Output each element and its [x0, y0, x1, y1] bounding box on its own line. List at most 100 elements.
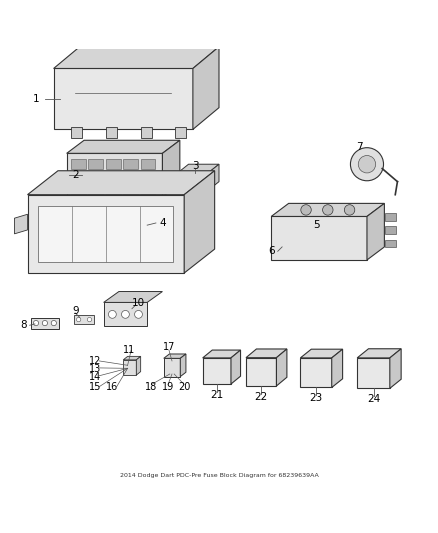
Text: 5: 5 — [314, 220, 320, 230]
Circle shape — [87, 318, 92, 322]
Text: 4: 4 — [159, 218, 166, 228]
Circle shape — [51, 320, 57, 326]
Bar — [71, 172, 86, 182]
Polygon shape — [208, 164, 219, 190]
Circle shape — [42, 320, 47, 326]
Text: 24: 24 — [367, 394, 380, 404]
Text: 17: 17 — [163, 342, 175, 352]
Text: 13: 13 — [89, 364, 101, 374]
Bar — [176, 127, 186, 138]
Polygon shape — [367, 204, 385, 260]
Circle shape — [350, 148, 384, 181]
Text: 22: 22 — [254, 392, 268, 402]
Polygon shape — [203, 350, 240, 358]
Circle shape — [121, 310, 129, 318]
Polygon shape — [53, 68, 193, 130]
Polygon shape — [300, 349, 343, 358]
Bar — [191, 189, 196, 195]
Polygon shape — [123, 360, 136, 375]
Text: 21: 21 — [210, 390, 223, 400]
Text: 2014 Dodge Dart PDC-Pre Fuse Block Diagram for 68239639AA: 2014 Dodge Dart PDC-Pre Fuse Block Diagr… — [120, 473, 318, 478]
Text: 18: 18 — [145, 383, 158, 392]
Bar — [385, 213, 396, 221]
Bar — [199, 189, 205, 195]
Bar — [71, 159, 86, 169]
Bar — [88, 159, 103, 169]
Polygon shape — [246, 358, 276, 386]
Text: 16: 16 — [106, 383, 119, 392]
Polygon shape — [184, 171, 215, 273]
Text: 23: 23 — [309, 393, 323, 403]
Polygon shape — [271, 216, 367, 260]
Polygon shape — [164, 358, 180, 377]
Polygon shape — [390, 349, 401, 389]
Bar — [141, 127, 152, 138]
Polygon shape — [104, 292, 162, 302]
Bar — [123, 184, 138, 194]
Text: 8: 8 — [20, 320, 26, 330]
Polygon shape — [67, 154, 162, 197]
Bar — [385, 227, 396, 235]
Bar — [141, 159, 155, 169]
Polygon shape — [178, 164, 219, 173]
Bar — [74, 315, 94, 324]
Bar — [182, 189, 187, 195]
Polygon shape — [332, 349, 343, 387]
Text: 7: 7 — [356, 142, 363, 152]
Bar — [71, 184, 86, 194]
Text: 10: 10 — [132, 298, 145, 309]
Text: 1: 1 — [33, 94, 39, 104]
Bar — [88, 184, 103, 194]
Text: 15: 15 — [89, 383, 101, 392]
Polygon shape — [231, 350, 240, 384]
Text: 6: 6 — [268, 246, 275, 256]
Polygon shape — [136, 357, 141, 375]
Polygon shape — [178, 173, 208, 190]
Polygon shape — [28, 171, 215, 195]
Text: 9: 9 — [72, 306, 79, 316]
Polygon shape — [67, 140, 180, 154]
Circle shape — [358, 156, 376, 173]
Polygon shape — [164, 354, 186, 358]
Bar — [106, 184, 120, 194]
Polygon shape — [123, 357, 141, 360]
Bar — [123, 159, 138, 169]
Polygon shape — [300, 358, 332, 387]
Circle shape — [77, 318, 81, 322]
Polygon shape — [14, 214, 28, 234]
Polygon shape — [271, 204, 385, 216]
Circle shape — [134, 310, 142, 318]
Text: 12: 12 — [89, 356, 101, 366]
Bar — [88, 172, 103, 182]
Polygon shape — [203, 358, 231, 384]
Bar — [123, 172, 138, 182]
Circle shape — [322, 205, 333, 215]
Polygon shape — [28, 195, 184, 273]
Text: 2: 2 — [72, 170, 79, 180]
Bar — [39, 206, 173, 262]
Bar — [106, 159, 120, 169]
Polygon shape — [357, 349, 401, 358]
Polygon shape — [276, 349, 287, 386]
Bar — [106, 127, 117, 138]
Circle shape — [344, 205, 355, 215]
Text: 11: 11 — [123, 345, 135, 356]
Bar — [106, 172, 120, 182]
Text: 3: 3 — [192, 161, 198, 172]
Circle shape — [301, 205, 311, 215]
Polygon shape — [162, 140, 180, 197]
Polygon shape — [193, 47, 219, 130]
Circle shape — [109, 310, 116, 318]
Text: 14: 14 — [89, 372, 101, 382]
Bar — [141, 172, 155, 182]
Bar — [31, 318, 59, 328]
Bar — [71, 127, 82, 138]
Polygon shape — [180, 354, 186, 377]
Polygon shape — [104, 302, 147, 326]
Bar — [141, 184, 155, 194]
Polygon shape — [246, 349, 287, 358]
Polygon shape — [53, 47, 219, 68]
Text: 20: 20 — [178, 383, 191, 392]
Polygon shape — [357, 358, 390, 389]
Bar — [385, 239, 396, 247]
